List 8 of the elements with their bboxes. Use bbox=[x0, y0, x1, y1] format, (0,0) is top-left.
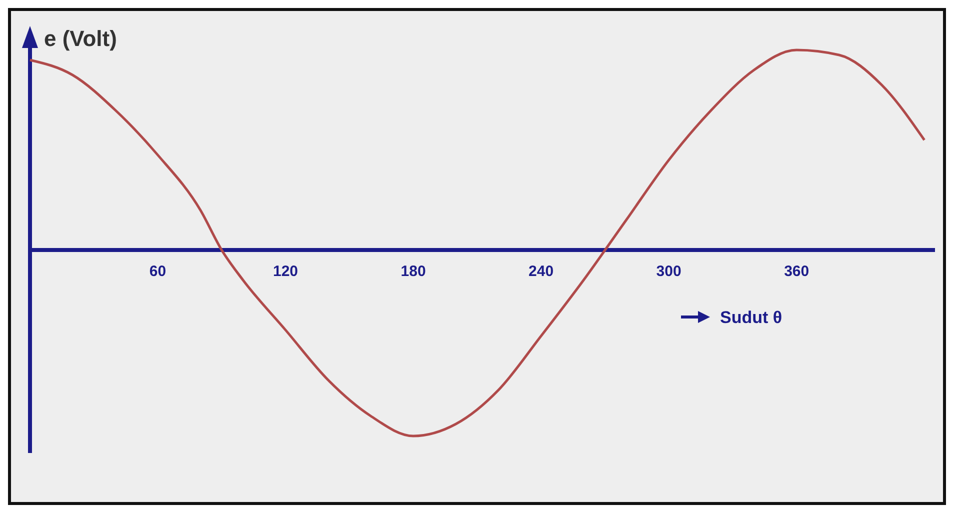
x-tick-label: 240 bbox=[528, 263, 554, 280]
y-axis-title: e (Volt) bbox=[44, 26, 117, 51]
x-tick-label: 180 bbox=[400, 263, 426, 280]
x-tick-label: 60 bbox=[149, 263, 166, 280]
x-tick-label: 360 bbox=[784, 263, 810, 280]
x-tick-label: 120 bbox=[273, 263, 298, 280]
x-tick-label: 300 bbox=[656, 263, 682, 280]
x-axis-title: Sudut θ bbox=[720, 308, 782, 327]
